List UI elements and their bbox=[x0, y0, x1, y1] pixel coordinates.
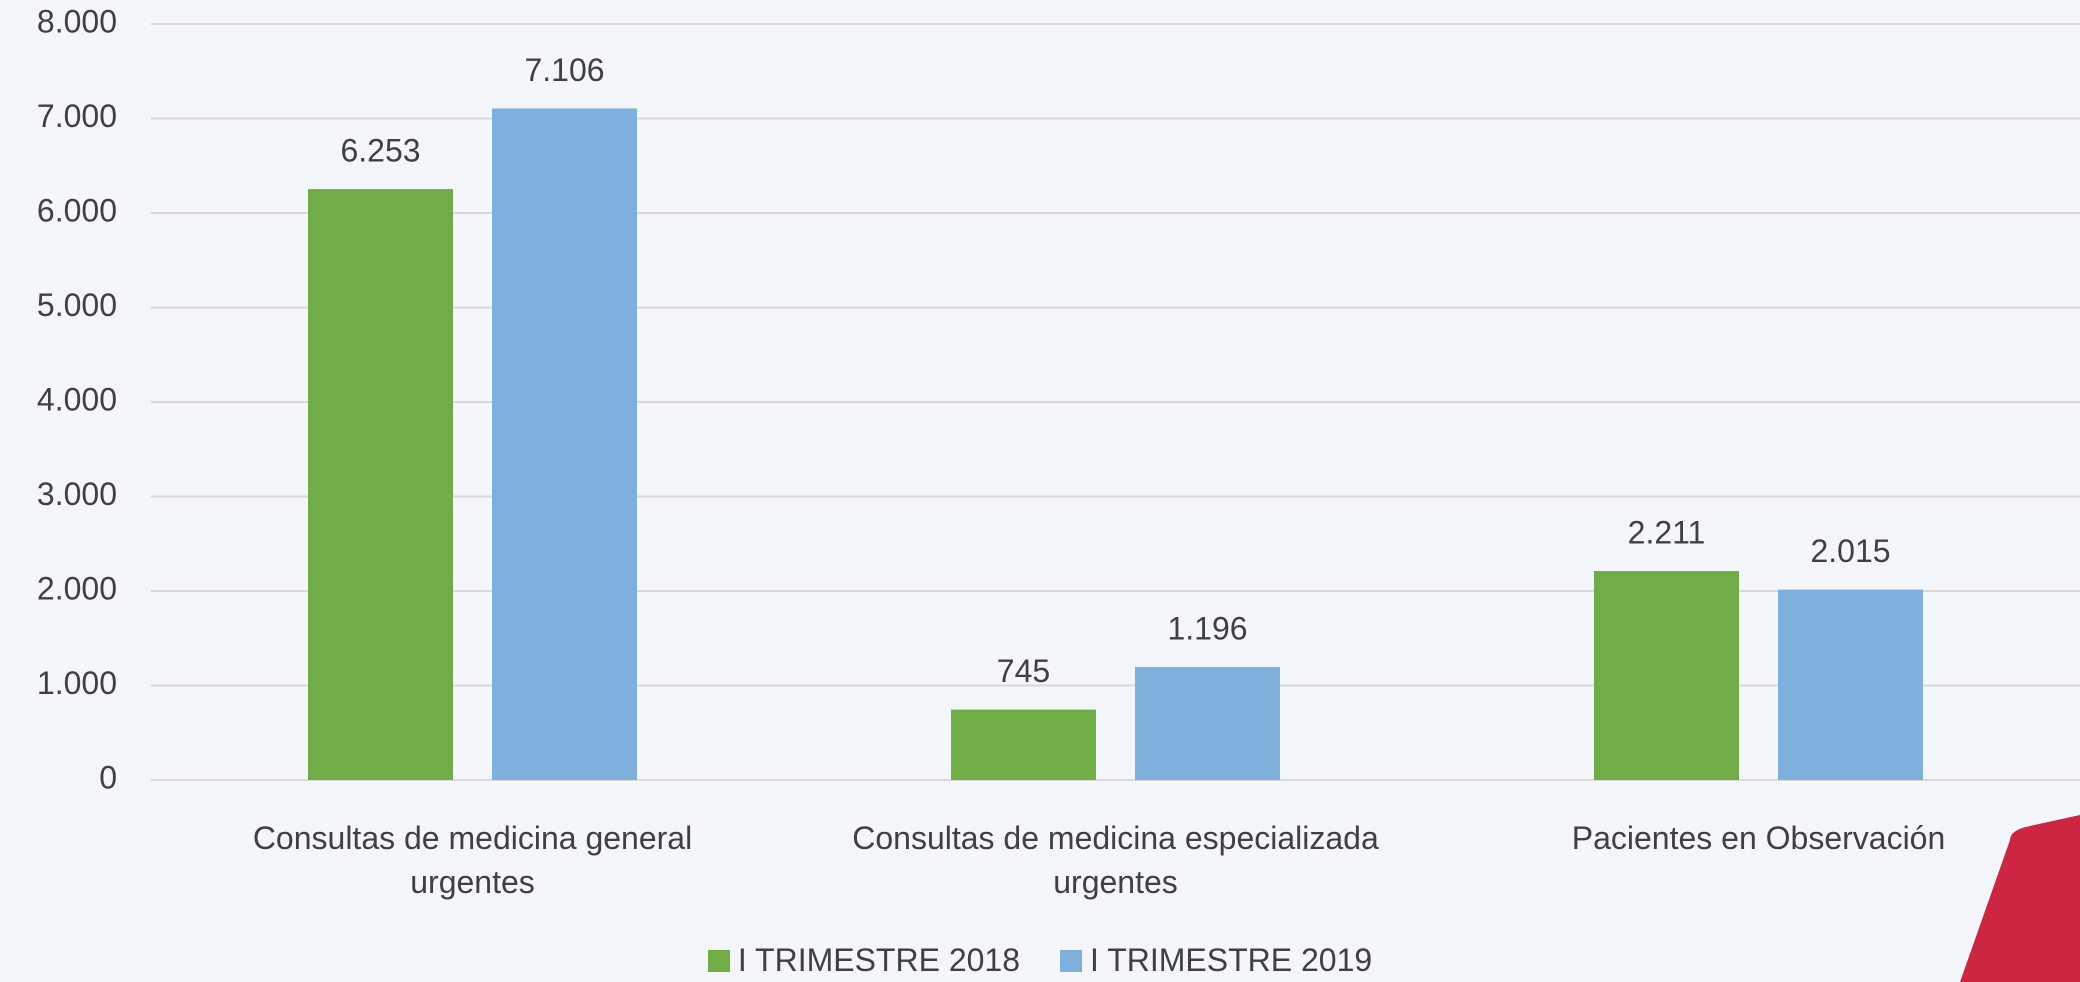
y-tick-label: 3.000 bbox=[37, 476, 117, 512]
bar bbox=[1778, 590, 1923, 780]
x-tick-label: Consultas de medicina general urgentes bbox=[193, 816, 753, 904]
data-label: 2.211 bbox=[1628, 515, 1706, 551]
data-label: 1.196 bbox=[1167, 610, 1247, 646]
y-tick-label: 5.000 bbox=[37, 287, 117, 323]
bar bbox=[308, 189, 453, 780]
data-label: 7.106 bbox=[524, 52, 604, 88]
y-tick-label: 1.000 bbox=[37, 665, 117, 701]
legend-item: I TRIMESTRE 2019 bbox=[1060, 942, 1372, 979]
data-label: 6.253 bbox=[340, 133, 420, 169]
page: 0 1.000 2.000 3.000 4.000 5.000 6.000 7.000 8.00… bbox=[0, 0, 2080, 982]
legend-swatch bbox=[708, 950, 730, 972]
data-label: 2.015 bbox=[1810, 533, 1890, 569]
y-tick-label: 6.000 bbox=[37, 192, 117, 228]
bar bbox=[1594, 571, 1739, 780]
legend-label: I TRIMESTRE 2018 bbox=[738, 942, 1020, 979]
bar bbox=[1135, 667, 1280, 780]
y-tick-label: 0 bbox=[99, 759, 117, 795]
legend-label: I TRIMESTRE 2019 bbox=[1090, 942, 1372, 979]
legend: I TRIMESTRE 2018 I TRIMESTRE 2019 bbox=[0, 942, 2080, 979]
legend-swatch bbox=[1060, 950, 1082, 972]
x-tick-label: Consultas de medicina especializada urge… bbox=[836, 816, 1396, 904]
y-tick-label: 8.000 bbox=[37, 3, 117, 39]
y-tick-label: 4.000 bbox=[37, 381, 117, 417]
legend-item: I TRIMESTRE 2018 bbox=[708, 942, 1020, 979]
x-tick-label: Pacientes en Observación bbox=[1479, 816, 2039, 860]
bar bbox=[492, 108, 637, 780]
y-tick-label: 2.000 bbox=[37, 570, 117, 606]
bar bbox=[951, 710, 1096, 780]
data-label: 745 bbox=[997, 653, 1050, 689]
y-tick-label: 7.000 bbox=[37, 98, 117, 134]
